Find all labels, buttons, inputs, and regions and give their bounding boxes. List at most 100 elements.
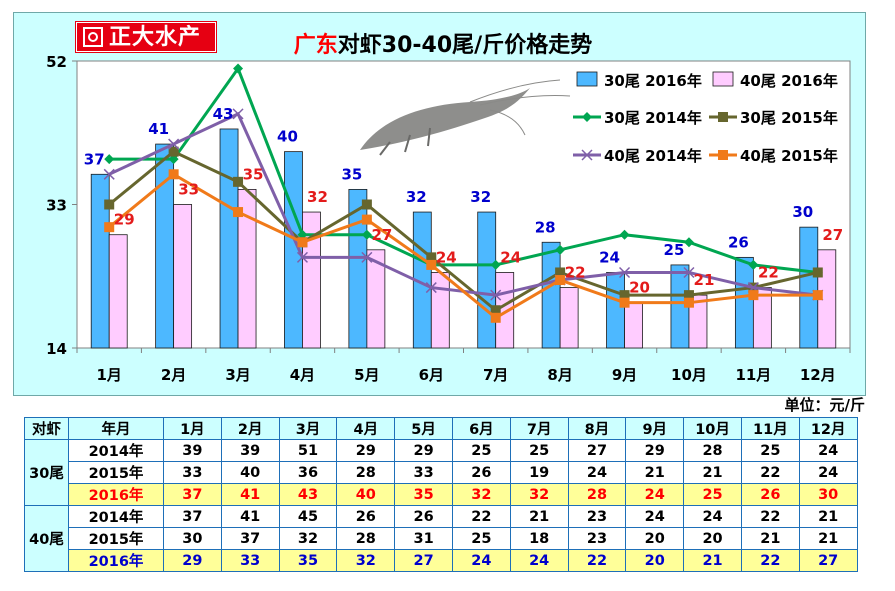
value-cell: 21 [798,527,858,550]
line-30w-2015-path [108,149,819,313]
data-label-40w-2016: 21 [694,271,715,289]
value-cell: 28 [336,461,396,484]
table-row: 2016年 37 41 43 40 35 32 32 28 24 25 26 30 [25,483,858,506]
line-marker [490,259,501,270]
data-label-30w-2016: 24 [599,248,620,266]
x-tick-label: 4月 [290,366,315,384]
legend-item: 30尾 2014年 [573,109,702,127]
value-cell: 28 [567,483,627,506]
line-marker [581,149,593,161]
bar-40w-2016 [366,249,386,349]
line-marker [490,305,501,316]
value-cell: 25 [451,439,511,462]
line-marker [683,237,694,248]
line-marker [296,251,308,263]
legend-item: 40尾 2015年 [709,147,838,165]
header-cell: 对虾 [24,417,69,440]
value-cell: 29 [394,439,453,462]
data-label-40w-2016: 33 [178,181,199,199]
data-label-40w-2016: 22 [758,264,779,282]
line-marker [555,275,566,286]
data-label-40w-2016: 20 [629,279,650,297]
value-cell: 22 [451,505,511,528]
value-cell: 24 [451,549,511,572]
value-cell: 22 [740,549,800,572]
header-cell: 9月 [625,417,685,440]
bar-30w-2016 [606,272,625,349]
bar-40w-2016 [430,272,450,349]
value-cell: 25 [740,439,800,462]
header-cell: 6月 [451,417,511,440]
x-tick-label: 7月 [483,366,508,384]
value-cell: 40 [220,461,280,484]
legend-label: 40尾 2015年 [740,147,838,165]
value-cell: 25 [451,527,511,550]
value-cell: 20 [625,527,685,550]
line-marker [718,150,728,160]
line-30w-2014-path [109,65,818,274]
year-cell: 2015年 [68,461,164,484]
value-cell: 21 [683,461,742,484]
value-cell: 26 [740,483,800,506]
line-marker [361,199,372,210]
line-marker [490,289,502,301]
value-cell: 28 [336,527,396,550]
value-cell: 21 [683,549,742,572]
line-30w-2014 [104,63,823,278]
value-cell: 21 [740,527,800,550]
value-cell: 32 [278,527,338,550]
table-row: 2015年 33 40 36 28 33 26 19 24 21 21 22 24 [25,461,858,484]
line-marker [103,168,115,180]
line-marker [232,108,244,120]
line-marker [233,176,244,187]
value-cell: 32 [451,483,511,506]
value-cell: 41 [220,483,280,506]
chart-title-text: 对虾30-40尾/斤价格走势 [338,32,592,58]
bar-40w-2016 [624,302,643,349]
legend-item: 30尾 2015年 [709,109,838,127]
line-marker [683,297,694,308]
legend-label: 40尾 2016年 [740,72,838,90]
line-marker [104,222,115,233]
header-cell: 12月 [798,417,858,440]
x-tick-label: 10月 [671,366,707,384]
value-cell: 27 [798,549,858,572]
table-row: 30尾 2014年 39 39 51 29 29 25 25 27 29 28 25 24 [24,439,858,506]
value-cell: 37 [163,483,222,506]
value-cell: 24 [683,505,742,528]
value-cell: 20 [625,549,685,572]
data-label-30w-2016: 41 [148,120,169,138]
line-marker [168,169,179,180]
line-marker [490,312,501,323]
value-cell: 45 [278,505,338,528]
value-cell: 27 [567,439,627,462]
line-marker [361,214,372,225]
x-tick-label: 9月 [612,366,637,384]
line-40w-2015-path [108,172,818,320]
value-cell: 25 [509,439,569,462]
line-marker [683,266,695,279]
value-cell: 22 [567,549,627,572]
bar-30w-2016 [799,226,819,349]
data-label-30w-2016: 26 [728,233,749,251]
shrimp-antenna [469,79,571,136]
y-tick-label: 52 [46,53,67,71]
bar-40w-2016 [559,287,579,349]
year-cell: 2015年 [68,527,164,550]
value-cell: 36 [278,461,338,484]
value-cell: 24 [625,483,685,506]
x-tick-label: 1月 [96,366,121,384]
data-label-40w-2016: 27 [822,226,843,244]
shrimp-illustration [360,79,571,156]
legend-label: 30尾 2016年 [604,72,702,90]
value-cell: 30 [798,483,858,506]
data-label-30w-2016: 43 [213,105,234,123]
data-label-40w-2016: 24 [436,248,457,266]
value-cell: 18 [509,527,569,550]
value-cell: 32 [336,549,396,572]
unit-label: 单位：元/斤 [784,396,865,414]
line-marker [748,290,759,301]
x-tick-label: 11月 [735,366,771,384]
legend-label: 40尾 2014年 [604,147,702,165]
value-cell: 21 [798,505,858,528]
